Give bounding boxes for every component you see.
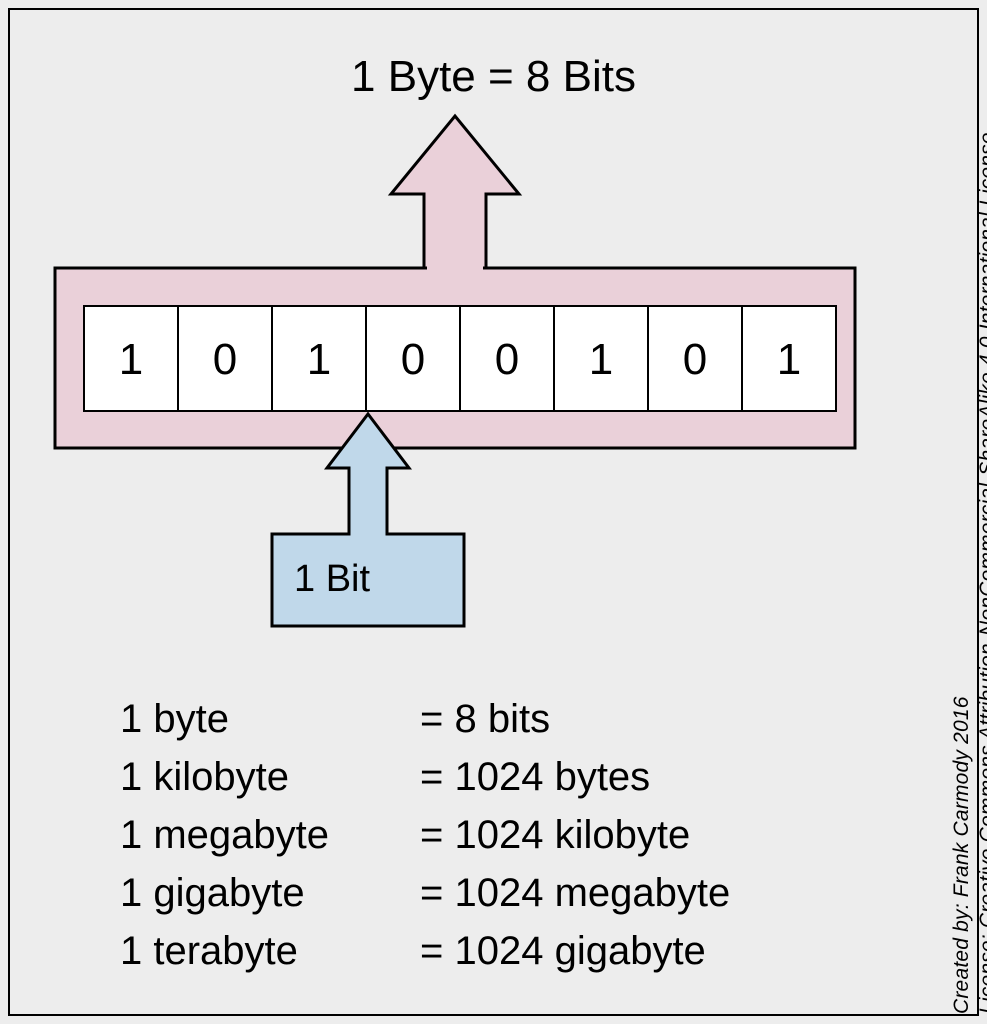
conversion-table: 1 byte= 8 bits1 kilobyte= 1024 bytes1 me…: [120, 690, 880, 980]
bit-value: 0: [495, 335, 519, 384]
conversion-row: 1 byte= 8 bits: [120, 690, 880, 748]
byte-arrow-icon: [391, 116, 519, 270]
attribution: Created by: Frank Carmody 2016 License: …: [949, 54, 987, 1014]
byte-diagram: 1 0 1 0 0 1 0 1: [10, 10, 977, 650]
created-by: Created by: Frank Carmody 2016: [949, 54, 975, 1014]
bit-value: 1: [307, 335, 331, 384]
conversion-value: = 1024 kilobyte: [420, 806, 690, 864]
diagram-frame: 1 Byte = 8 Bits 10100101 1 Bit 1 byte= 8…: [8, 8, 979, 1016]
conversion-value: = 1024 gigabyte: [420, 922, 706, 980]
conversion-unit: 1 gigabyte: [120, 864, 420, 922]
bit-value: 1: [777, 335, 801, 384]
conversion-value: = 8 bits: [420, 690, 550, 748]
conversion-unit: 1 megabyte: [120, 806, 420, 864]
conversion-unit: 1 kilobyte: [120, 748, 420, 806]
license-text: License: Creative Commons Attribution-No…: [975, 54, 987, 1014]
bit-value: 0: [213, 335, 237, 384]
bit-value: 1: [589, 335, 613, 384]
bit-value: 0: [401, 335, 425, 384]
conversion-row: 1 terabyte= 1024 gigabyte: [120, 922, 880, 980]
bit-value: 0: [683, 335, 707, 384]
bit-value: 1: [119, 335, 143, 384]
bit-label: 1 Bit: [294, 558, 370, 601]
conversion-unit: 1 byte: [120, 690, 420, 748]
conversion-row: 1 megabyte= 1024 kilobyte: [120, 806, 880, 864]
conversion-unit: 1 terabyte: [120, 922, 420, 980]
conversion-value: = 1024 bytes: [420, 748, 650, 806]
conversion-row: 1 gigabyte= 1024 megabyte: [120, 864, 880, 922]
conversion-value: = 1024 megabyte: [420, 864, 730, 922]
conversion-row: 1 kilobyte= 1024 bytes: [120, 748, 880, 806]
